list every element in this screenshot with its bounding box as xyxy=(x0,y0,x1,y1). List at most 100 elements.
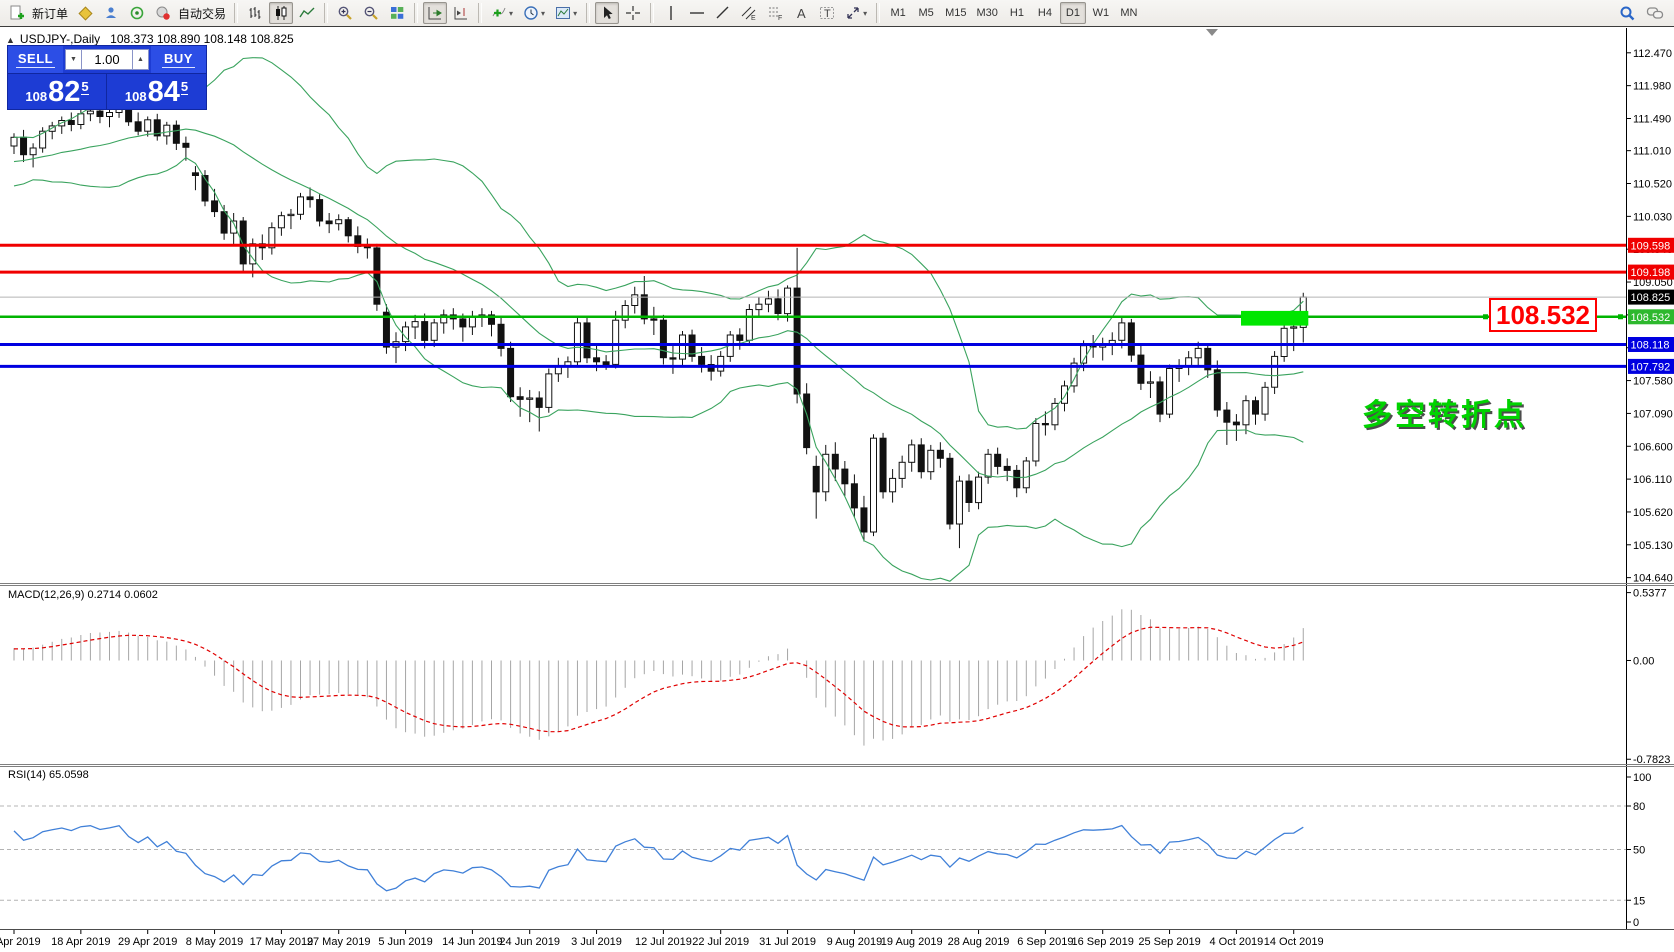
date-label: 25 Sep 2019 xyxy=(1138,936,1200,948)
candle xyxy=(1271,355,1279,388)
main-pane[interactable] xyxy=(0,57,1627,582)
candle xyxy=(650,318,658,321)
candle xyxy=(1252,400,1259,415)
new-order-button[interactable] xyxy=(5,2,29,24)
timeframe-m1-button[interactable]: M1 xyxy=(890,7,906,19)
candlestick-chart-icon xyxy=(276,6,287,20)
vertical-line-icon xyxy=(670,6,672,20)
candle xyxy=(583,322,591,359)
date-label: 14 Oct 2019 xyxy=(1264,936,1324,948)
date-label: 16 Sep 2019 xyxy=(1072,936,1134,948)
timeframe-m30-button[interactable]: M30 xyxy=(976,7,998,19)
arrows-tool-button[interactable]: ▾ xyxy=(841,2,871,24)
signals-button[interactable] xyxy=(125,2,149,24)
candle xyxy=(717,355,725,372)
candle xyxy=(297,196,304,215)
market-button[interactable] xyxy=(99,2,123,24)
horizontal-line-tool-button[interactable] xyxy=(685,2,709,24)
line-anchor[interactable] xyxy=(1483,314,1488,320)
timeframe-mn-button[interactable]: MN xyxy=(1120,7,1138,19)
auto-scroll-button[interactable] xyxy=(423,2,448,24)
indicators-button[interactable]: ▾ xyxy=(487,2,517,24)
highlight-zone-rect[interactable] xyxy=(1241,310,1309,326)
equidistant-channel-icon: E xyxy=(741,6,756,21)
candle xyxy=(1146,381,1154,384)
candle xyxy=(382,311,390,348)
candle xyxy=(211,200,219,213)
bar-chart-button[interactable] xyxy=(243,2,267,24)
signals-icon xyxy=(130,6,144,20)
volume-decrease-button[interactable]: ▼ xyxy=(65,49,82,70)
zoom-out-button[interactable] xyxy=(359,2,383,24)
sell-button[interactable]: SELL xyxy=(8,46,63,73)
timeframe-w1-button[interactable]: W1 xyxy=(1092,7,1110,19)
chat-button[interactable] xyxy=(1642,2,1668,24)
crosshair-tool-button[interactable] xyxy=(621,2,645,24)
candle xyxy=(936,449,944,459)
svg-text:109.598: 109.598 xyxy=(1631,240,1671,252)
candlestick-chart-button[interactable] xyxy=(269,2,294,24)
macd-pane[interactable] xyxy=(13,609,1304,746)
candle xyxy=(67,120,75,125)
zoom-in-button[interactable] xyxy=(333,2,357,24)
autotrading-label[interactable]: 自动交易 xyxy=(178,6,227,21)
turning-point-annotation[interactable]: 多空转折点 xyxy=(1362,399,1527,432)
fibonacci-tool-button[interactable]: F xyxy=(763,2,787,24)
timeframe-m15-button[interactable]: M15 xyxy=(945,7,967,19)
timeframe-m5-button[interactable]: M5 xyxy=(918,7,934,19)
search-button[interactable] xyxy=(1615,2,1640,24)
template-icon xyxy=(556,7,571,19)
candle xyxy=(545,373,553,408)
text-tool-button[interactable]: A xyxy=(789,2,813,24)
trendline-tool-button[interactable] xyxy=(711,2,735,24)
svg-text:110.520: 110.520 xyxy=(1633,179,1672,191)
candle xyxy=(1194,347,1202,359)
ask-price[interactable]: 108 84 5 xyxy=(124,76,189,108)
price-tag xyxy=(1628,264,1674,280)
date-label: 19 Aug 2019 xyxy=(881,936,943,948)
autotrading-button[interactable] xyxy=(151,2,175,24)
bid-price[interactable]: 108 82 5 xyxy=(8,74,107,109)
chart-shift-button[interactable] xyxy=(449,2,473,24)
timeframe-h4-button[interactable]: H4 xyxy=(1037,7,1052,19)
cursor-tool-button[interactable] xyxy=(595,2,620,24)
volume-input[interactable]: 1.00 xyxy=(82,49,132,70)
volume-increase-button[interactable]: ▲ xyxy=(132,49,149,70)
buy-button[interactable]: BUY xyxy=(151,46,206,73)
price-axis[interactable]: 0.5377 0.00 -0.7823 100 80 50 15 0 112.470 111.98… xyxy=(1626,28,1674,929)
candle xyxy=(736,334,744,341)
date-label: 18 Apr 2019 xyxy=(51,936,110,948)
rsi-pane[interactable] xyxy=(0,805,1627,901)
candle xyxy=(908,444,916,463)
candle xyxy=(612,319,620,365)
candle xyxy=(1166,368,1174,415)
line-anchor[interactable] xyxy=(1618,314,1623,320)
vertical-line-tool-button[interactable] xyxy=(659,2,683,24)
candle xyxy=(698,355,706,365)
price-callout-box[interactable]: 108.532 xyxy=(1489,298,1597,332)
bollinger-band-line[interactable] xyxy=(13,57,1304,430)
templates-button[interactable]: ▾ xyxy=(551,2,581,24)
tile-windows-button[interactable] xyxy=(385,2,409,24)
bollinger-band-line[interactable] xyxy=(13,128,1304,479)
zoom-out-icon xyxy=(364,6,378,20)
new-order-label[interactable]: 新订单 xyxy=(32,6,69,21)
bollinger-band-line[interactable] xyxy=(13,156,1304,582)
collapse-arrow-icon[interactable]: ▲ xyxy=(6,35,15,45)
line-chart-button[interactable] xyxy=(295,2,319,24)
indicators-add-icon xyxy=(492,7,506,17)
metaeditor-button[interactable] xyxy=(73,2,97,24)
chart-shift-marker-icon[interactable] xyxy=(1206,29,1218,36)
candle xyxy=(287,213,295,217)
timeframe-h1-button[interactable]: H1 xyxy=(1009,7,1024,19)
time-axis[interactable]: 9 Apr 2019 18 Apr 2019 29 Apr 2019 8 May 20… xyxy=(0,583,1674,949)
periods-button[interactable]: ▾ xyxy=(519,2,549,24)
candle xyxy=(497,323,505,349)
candle xyxy=(1232,421,1240,426)
timeframe-d1-button[interactable]: D1 xyxy=(1059,2,1086,24)
channel-tool-button[interactable]: E xyxy=(737,2,761,24)
svg-text:107.792: 107.792 xyxy=(1631,361,1671,373)
svg-text:111.010: 111.010 xyxy=(1633,146,1671,158)
label-tool-button[interactable]: T xyxy=(815,2,839,24)
